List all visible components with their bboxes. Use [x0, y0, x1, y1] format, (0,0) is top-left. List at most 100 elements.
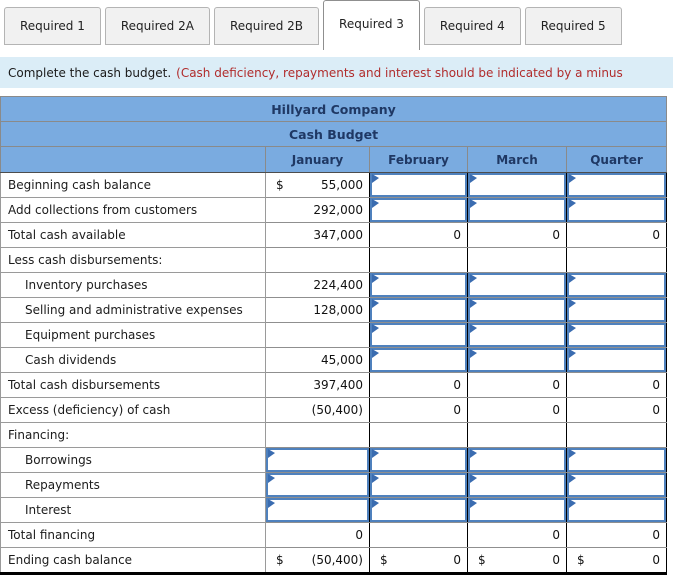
budget-cell [265, 322, 370, 348]
budget-cell: 45,000 [265, 347, 370, 373]
budget-cell: 128,000 [265, 297, 370, 323]
budget-input[interactable] [266, 473, 369, 497]
budget-input[interactable] [370, 473, 467, 497]
budget-input[interactable] [370, 273, 467, 297]
budget-input[interactable] [266, 498, 369, 522]
budget-input-cell[interactable] [467, 472, 567, 498]
budget-cell: 0 [369, 222, 468, 248]
budget-input[interactable] [567, 198, 667, 222]
budget-input-cell[interactable] [565, 322, 668, 348]
budget-input-cell[interactable] [467, 322, 567, 348]
budget-input-cell[interactable] [369, 472, 468, 498]
budget-input-cell[interactable] [467, 272, 567, 298]
budget-input-cell[interactable] [369, 347, 468, 373]
budget-input-cell[interactable] [467, 172, 567, 198]
tab-required-5[interactable]: Required 5 [524, 7, 622, 45]
row-label: Ending cash balance [0, 547, 266, 575]
budget-input-cell[interactable] [369, 272, 468, 298]
budget-cell: 0 [467, 397, 567, 423]
table-row: Borrowings [0, 447, 668, 473]
budget-input[interactable] [370, 298, 467, 322]
cell-value: 0 [652, 528, 661, 542]
budget-input-cell[interactable] [565, 172, 668, 198]
row-label: Less cash disbursements: [0, 247, 266, 273]
budget-input-cell[interactable] [565, 472, 668, 498]
budget-input-cell[interactable] [369, 497, 468, 523]
budget-input-cell[interactable] [369, 322, 468, 348]
budget-input[interactable] [370, 198, 467, 222]
budget-input[interactable] [567, 298, 667, 322]
budget-input-cell[interactable] [265, 472, 370, 498]
budget-input-cell[interactable] [467, 497, 567, 523]
budget-input[interactable] [370, 498, 467, 522]
budget-input-cell[interactable] [369, 197, 468, 223]
budget-input-cell[interactable] [565, 197, 668, 223]
budget-input[interactable] [370, 173, 467, 197]
budget-input[interactable] [468, 323, 566, 347]
budget-cell: $55,000 [265, 172, 370, 198]
budget-input-cell[interactable] [265, 447, 370, 473]
budget-input[interactable] [468, 448, 566, 472]
row-label: Total financing [0, 522, 266, 548]
comment-flag-icon [470, 474, 477, 483]
tab-required-3[interactable]: Required 3 [323, 0, 420, 50]
budget-input-cell[interactable] [467, 197, 567, 223]
budget-cell [565, 247, 668, 273]
cell-value: 347,000 [313, 228, 363, 242]
budget-input[interactable] [468, 298, 566, 322]
row-label: Cash dividends [0, 347, 266, 373]
budget-input[interactable] [567, 273, 667, 297]
budget-input[interactable] [567, 498, 667, 522]
budget-input-cell[interactable] [265, 497, 370, 523]
cell-value: 0 [453, 403, 461, 417]
cell-value: 55,000 [321, 178, 363, 192]
budget-input-cell[interactable] [369, 297, 468, 323]
budget-input-cell[interactable] [565, 347, 668, 373]
column-header-quarter: Quarter [565, 146, 668, 173]
table-row: Selling and administrative expenses 128,0… [0, 297, 668, 323]
budget-input[interactable] [370, 348, 467, 372]
comment-flag-icon [569, 199, 576, 208]
budget-cell: 347,000 [265, 222, 370, 248]
currency-symbol: $ [380, 553, 388, 567]
row-label: Repayments [0, 472, 266, 498]
budget-input[interactable] [567, 473, 667, 497]
budget-input[interactable] [567, 448, 667, 472]
budget-input-cell[interactable] [565, 497, 668, 523]
budget-input[interactable] [266, 448, 369, 472]
budget-input[interactable] [567, 323, 667, 347]
comment-flag-icon [569, 349, 576, 358]
tab-required-2a[interactable]: Required 2A [104, 7, 210, 45]
budget-input[interactable] [468, 198, 566, 222]
table-row: Less cash disbursements: [0, 247, 668, 273]
budget-cell: 0 [467, 522, 567, 548]
budget-input-cell[interactable] [467, 347, 567, 373]
budget-input-cell[interactable] [467, 297, 567, 323]
budget-input[interactable] [468, 498, 566, 522]
budget-input-cell[interactable] [369, 447, 468, 473]
budget-input[interactable] [468, 348, 566, 372]
cell-value: 0 [652, 553, 661, 567]
tab-required-2b[interactable]: Required 2B [213, 7, 320, 45]
budget-input[interactable] [567, 173, 667, 197]
budget-input[interactable] [370, 323, 467, 347]
budget-input[interactable] [468, 273, 566, 297]
budget-cell: $ (50,400) [265, 547, 370, 575]
tab-required-1[interactable]: Required 1 [4, 7, 101, 45]
budget-input-cell[interactable] [565, 297, 668, 323]
budget-input-cell[interactable] [565, 272, 668, 298]
budget-input[interactable] [370, 448, 467, 472]
cell-value: (50,400) [311, 553, 363, 567]
tab-required-4[interactable]: Required 4 [423, 7, 521, 45]
budget-cell: 292,000 [265, 197, 370, 223]
budget-cell: 0 [565, 222, 668, 248]
budget-input-cell[interactable] [467, 447, 567, 473]
budget-input[interactable] [468, 173, 566, 197]
budget-input[interactable] [567, 348, 667, 372]
budget-input[interactable] [468, 473, 566, 497]
budget-cell: (50,400) [265, 397, 370, 423]
budget-input-cell[interactable] [565, 447, 668, 473]
cell-value: 45,000 [321, 353, 363, 367]
comment-flag-icon [268, 474, 275, 483]
budget-input-cell[interactable] [369, 172, 468, 198]
